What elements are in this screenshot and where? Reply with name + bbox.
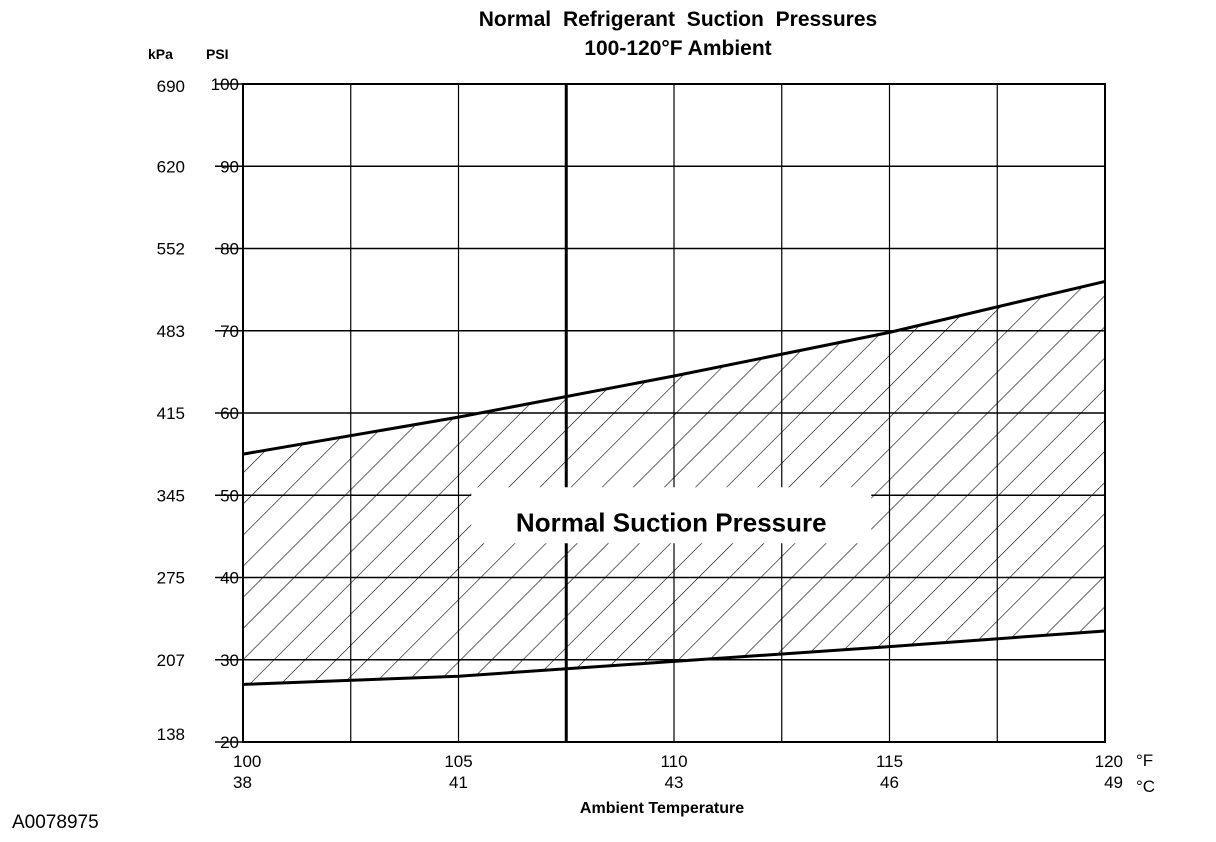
x-tick-c: 41 xyxy=(449,773,468,792)
x-tick-f: 100 xyxy=(233,752,261,771)
x-tick-c: 38 xyxy=(233,773,252,792)
y-tick-psi: 30 xyxy=(220,651,239,670)
band-label: Normal Suction Pressure xyxy=(516,507,827,537)
x-axis-title: Ambient Temperature xyxy=(579,800,745,817)
x-tick-f: 110 xyxy=(660,752,687,771)
y-tick-psi: 20 xyxy=(220,733,239,752)
y-tick-kpa: 483 xyxy=(157,322,185,341)
y-tick-kpa: 552 xyxy=(157,240,185,259)
y-tick-kpa: 275 xyxy=(157,569,185,588)
chart-title: Normal Refrigerant Suction Pressures xyxy=(478,8,878,31)
y-tick-psi: 70 xyxy=(220,322,239,341)
y-tick-psi: 50 xyxy=(220,486,239,505)
lower-boundary-line xyxy=(242,629,1106,686)
x-tick-c: 49 xyxy=(1104,773,1123,792)
y-tick-psi: 80 xyxy=(220,240,239,259)
x-tick-f: 115 xyxy=(876,752,903,771)
kpa-axis-unit: kPa xyxy=(148,46,173,62)
upper-boundary-line xyxy=(242,279,1106,456)
y-tick-kpa: 415 xyxy=(157,404,185,423)
y-tick-psi: 90 xyxy=(220,157,239,176)
y-tick-psi: 100 xyxy=(211,75,239,94)
x-tick-f: 105 xyxy=(444,752,472,771)
psi-axis-unit: PSI xyxy=(206,46,229,62)
y-tick-psi: 60 xyxy=(220,404,239,423)
band-label-background xyxy=(471,487,872,544)
y-tick-kpa: 138 xyxy=(157,725,185,744)
y-tick-kpa: 345 xyxy=(157,486,185,505)
x-tick-f: 120 xyxy=(1095,752,1123,771)
x-tick-c: 43 xyxy=(665,773,684,792)
y-tick-kpa: 690 xyxy=(157,77,185,96)
figure-id: A0078975 xyxy=(12,812,99,833)
y-tick-psi: 40 xyxy=(220,569,239,588)
x-tick-c: 46 xyxy=(880,773,899,792)
chart-subtitle: 100-120°F Ambient xyxy=(584,37,772,60)
y-tick-kpa: 207 xyxy=(157,651,185,670)
x-unit-celsius: °C xyxy=(1136,777,1155,796)
plot-frame xyxy=(242,83,1106,743)
x-unit-fahrenheit: °F xyxy=(1136,751,1153,770)
y-tick-kpa: 620 xyxy=(157,157,185,176)
